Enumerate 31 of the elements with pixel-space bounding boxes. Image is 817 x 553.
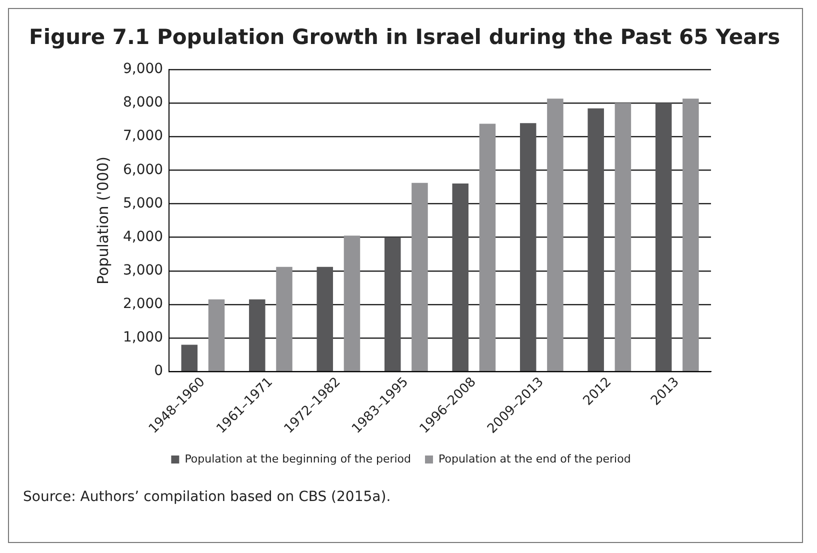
bar	[452, 184, 468, 371]
bar	[547, 98, 564, 371]
y-tick-label: 1,000	[122, 330, 164, 346]
bar	[588, 108, 604, 371]
bar	[249, 299, 266, 371]
legend-label: Population at the beginning of the period	[184, 452, 412, 466]
y-tick-label: 7,000	[122, 128, 164, 144]
y-tick-label: 3,000	[122, 262, 164, 278]
bar	[181, 344, 198, 371]
bar	[208, 299, 225, 371]
bar	[384, 237, 401, 371]
y-axis-title: Population ('000)	[94, 156, 112, 285]
y-tick-label: 0	[154, 363, 164, 380]
bar	[682, 98, 699, 371]
bar	[412, 182, 428, 371]
y-tick-label: 5,000	[122, 195, 164, 212]
legend-label: Population at the end of the period	[438, 452, 631, 466]
y-tick-label: 9,000	[122, 61, 164, 78]
bar	[614, 102, 632, 371]
bar	[655, 102, 672, 371]
source-note: Source: Authors’ compilation based on CBS (2015a).	[22, 489, 392, 505]
bar	[316, 266, 334, 371]
bar	[344, 236, 360, 371]
bar	[520, 123, 536, 371]
bar	[276, 266, 292, 371]
y-tick-label: 8,000	[122, 94, 164, 111]
chart-title: Figure 7.1 Population Growth in Israel during the Past 65 Years	[28, 24, 782, 49]
y-tick-label: 6,000	[122, 162, 164, 178]
bar	[479, 124, 496, 371]
y-tick-label: 2,000	[122, 296, 164, 312]
y-tick-label: 4,000	[122, 228, 164, 245]
